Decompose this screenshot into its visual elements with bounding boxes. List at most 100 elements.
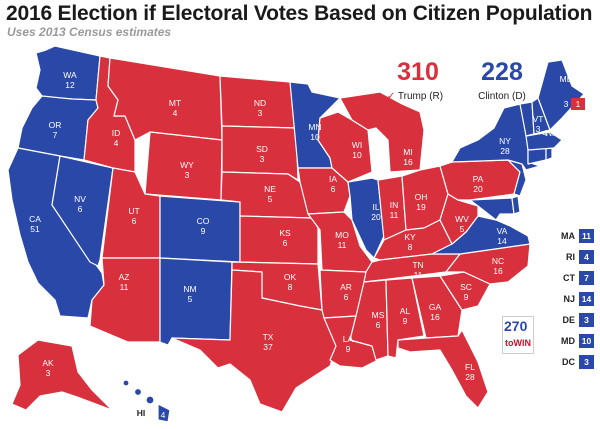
label-AZ-ev: 11: [120, 282, 129, 292]
label-WY-ab: WY: [180, 160, 194, 170]
label-ID-ab: ID: [112, 128, 121, 138]
label-AL-ev: 9: [403, 316, 408, 326]
label-SC-ab: SC: [460, 282, 472, 292]
label-WV-ab: WV: [455, 214, 469, 224]
logo-number: 270: [504, 318, 528, 334]
label-WV-ev: 5: [460, 224, 465, 234]
state-FL[interactable]: [397, 329, 489, 409]
label-NH-ab: NH: [546, 128, 558, 138]
label-TX-ab: TX: [263, 332, 274, 342]
state-TX[interactable]: [171, 269, 337, 413]
label-KS-ev: 6: [283, 238, 288, 248]
label-TN-ev: 11: [414, 270, 423, 280]
state-NM[interactable]: [159, 257, 233, 346]
small-state-MA[interactable]: MA 11: [553, 229, 597, 245]
label-AZ-ab: AZ: [119, 272, 130, 282]
label-IL-ab: IL: [372, 202, 379, 212]
label-MS-ev: 6: [376, 320, 381, 330]
label-GA-ev: 16: [430, 312, 440, 322]
clinton-label: Clinton (D): [478, 91, 526, 102]
me-district-ev: 1: [576, 99, 581, 109]
label-KY-ab: KY: [404, 232, 416, 242]
label-NE-ab: NE: [264, 184, 276, 194]
label-GA-ab: GA: [429, 302, 442, 312]
label-VA-ab: VA: [497, 226, 508, 236]
label-PA-ab: PA: [473, 174, 484, 184]
label-NY-ab: NY: [499, 136, 511, 146]
state-RI[interactable]: [545, 147, 553, 161]
label-SD-ev: 3: [260, 154, 265, 164]
label-NM-ev: 5: [188, 294, 193, 304]
label-AL-ab: AL: [400, 306, 411, 316]
label-KS-ab: KS: [279, 228, 291, 238]
small-state-ab: DC: [562, 357, 575, 367]
state-AK[interactable]: [11, 339, 113, 411]
label-FL-ev: 28: [465, 372, 475, 382]
trump-total: 310: [397, 58, 439, 86]
state-MI[interactable]: [339, 91, 425, 173]
me-district-marker: [571, 98, 585, 110]
state-SC[interactable]: [439, 271, 491, 311]
label-NC-ev: 16: [493, 266, 503, 276]
label-IA-ev: 6: [331, 184, 336, 194]
small-state-CT[interactable]: CT 7: [553, 271, 597, 287]
label-CO-ev: 9: [201, 226, 206, 236]
state-KS[interactable]: [239, 215, 319, 265]
label-ME-ev: 3: [564, 99, 569, 109]
label-FL-ab: FL: [465, 362, 475, 372]
label-IN-ab: IN: [390, 200, 399, 210]
state-MA[interactable]: [525, 131, 563, 151]
small-state-DE[interactable]: DE 3: [553, 313, 597, 329]
label-SD-ab: SD: [256, 144, 268, 154]
label-MT-ab: MT: [169, 98, 181, 108]
label-AK-ab: AK: [42, 358, 54, 368]
label-TN-ab: TN: [412, 260, 423, 270]
page-subtitle: Uses 2013 Census estimates: [7, 25, 172, 39]
label-OR-ev: 7: [53, 130, 58, 140]
label-CA-ab: CA: [29, 214, 41, 224]
label-AR-ev: 6: [344, 292, 349, 302]
label-OH-ev: 19: [416, 202, 426, 212]
small-state-MD[interactable]: MD 10: [553, 334, 597, 350]
trump-label-text: Trump (R): [397, 91, 444, 102]
state-ME[interactable]: [537, 59, 585, 131]
label-KY-ev: 8: [408, 242, 413, 252]
270towin-logo[interactable]: 270 toWIN: [502, 316, 534, 354]
label-MI-ev: 16: [403, 157, 413, 167]
label-ME-ab: ME: [560, 74, 573, 84]
label-MS-ab: MS: [372, 310, 385, 320]
small-state-ev: 7: [579, 271, 594, 285]
label-WA-ev: 12: [65, 80, 75, 90]
label-NM-ab: NM: [183, 284, 196, 294]
label-PA-ev: 20: [473, 184, 483, 194]
state-DE[interactable]: [511, 195, 521, 215]
label-WI-ev: 10: [352, 150, 362, 160]
label-NV-ab: NV: [74, 194, 86, 204]
small-state-ab: CT: [563, 273, 575, 283]
label-NH-ev: 4: [543, 128, 548, 138]
small-state-RI[interactable]: RI 4: [553, 250, 597, 266]
label-IL-ev: 20: [371, 212, 381, 222]
state-WI[interactable]: [317, 111, 373, 183]
small-state-ev: 14: [579, 292, 594, 306]
label-MN-ev: 10: [310, 132, 320, 142]
label-VT-ab: VT: [533, 114, 544, 124]
small-state-ev: 3: [579, 355, 594, 369]
label-HI-ab: HI: [137, 408, 146, 418]
label-ND-ev: 3: [258, 108, 263, 118]
label-OR-ab: OR: [49, 120, 62, 130]
label-NV-ev: 6: [78, 204, 83, 214]
small-state-ab: MA: [561, 231, 575, 241]
state-CT[interactable]: [527, 147, 547, 165]
label-SC-ev: 9: [464, 292, 469, 302]
state-HI[interactable]: [122, 379, 171, 423]
small-state-DC[interactable]: DC 3: [553, 355, 597, 371]
small-state-ev: 4: [579, 250, 594, 264]
small-state-ev: 11: [579, 229, 594, 243]
small-state-NJ[interactable]: NJ 14: [553, 292, 597, 308]
label-OK-ev: 8: [288, 282, 293, 292]
label-MI-ab: MI: [403, 147, 412, 157]
label-ND-ab: ND: [254, 98, 266, 108]
small-state-ab: DE: [562, 315, 575, 325]
label-MO-ab: MO: [335, 230, 349, 240]
